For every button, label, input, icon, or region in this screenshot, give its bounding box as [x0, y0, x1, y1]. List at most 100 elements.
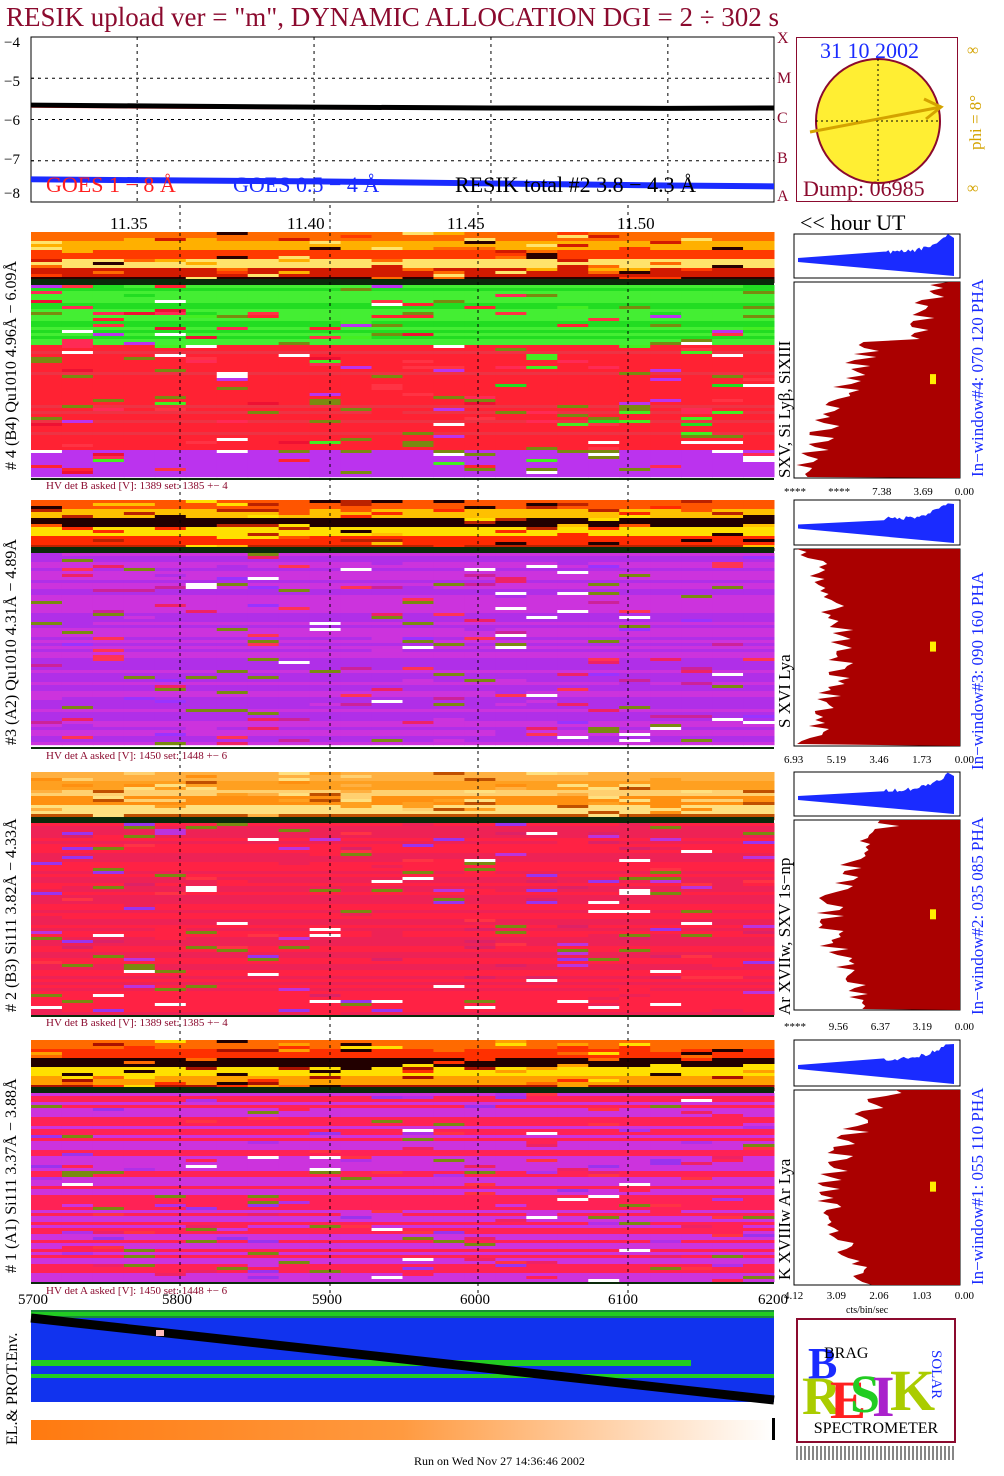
- spectro-cell: [309, 438, 342, 442]
- spectro-cell: [681, 793, 713, 797]
- spectro-cell: [464, 709, 496, 713]
- spectro-cell: [309, 518, 342, 522]
- spectro-cell: [681, 829, 713, 833]
- spectro-cell: [712, 512, 744, 516]
- spectro-cell: [309, 574, 342, 578]
- spectro-cell: [495, 676, 527, 680]
- spectro-cell: [402, 372, 434, 376]
- spectro-cell: [681, 730, 713, 734]
- spectro-cell: [340, 348, 373, 352]
- spectro-cell: [557, 838, 589, 842]
- spectro-cell: [216, 568, 249, 572]
- spectro-cell: [743, 274, 775, 278]
- spectro-cell: [402, 336, 434, 340]
- spectro-cell: [433, 375, 465, 379]
- spectro-cell: [123, 613, 156, 617]
- spectro-cell: [92, 589, 125, 593]
- spectro-cell: [31, 256, 63, 260]
- spectro-cell: [185, 539, 218, 543]
- spectro-cell: [216, 811, 249, 815]
- spectro-cell: [433, 898, 465, 902]
- spectro-cell: [495, 447, 527, 451]
- spectro-cell: [278, 450, 311, 454]
- spectro-cell: [61, 241, 94, 245]
- spectro-cell: [154, 539, 187, 543]
- spectro-cell: [619, 354, 651, 358]
- spectro-cell: [185, 808, 218, 812]
- spectro-cell: [216, 435, 249, 439]
- spectro-cell: [681, 372, 713, 376]
- spectro-cell: [185, 533, 218, 537]
- spectro-cell: [309, 865, 342, 869]
- spectro-cell: [247, 235, 280, 239]
- spectro-cell: [123, 426, 156, 430]
- spectro-cell: [371, 277, 403, 281]
- spectro-cell: [309, 808, 342, 812]
- spectro-cell: [31, 288, 63, 292]
- spectro-cell: [743, 658, 775, 662]
- spectro-cell: [185, 682, 218, 686]
- spectro-cell: [402, 285, 434, 289]
- spectro-cell: [340, 568, 373, 572]
- spectro-cell: [433, 372, 465, 376]
- spectro-cell: [309, 291, 342, 295]
- spectro-cell: [495, 372, 527, 376]
- spectro-cell: [216, 417, 249, 421]
- spectro-cell: [216, 539, 249, 543]
- spectro-cell: [433, 568, 465, 572]
- spectro-cell: [123, 247, 156, 251]
- spectro-cell: [526, 241, 558, 245]
- spectro-cell: [92, 390, 125, 394]
- spectro-cell: [154, 652, 187, 656]
- spectro-cell: [743, 643, 775, 647]
- spectro-cell: [619, 838, 651, 842]
- spectro-cell: [650, 838, 682, 842]
- spectro-cell: [526, 303, 558, 307]
- spectro-cell: [278, 247, 311, 251]
- spectro-cell: [278, 706, 311, 710]
- spectro-cell: [743, 865, 775, 869]
- spectro-cell: [123, 622, 156, 626]
- spectro-cell: [61, 512, 94, 516]
- spectro-cell: [154, 673, 187, 677]
- spectro-cell: [650, 456, 682, 460]
- spectro-cell: [681, 468, 713, 472]
- spectro-cell: [464, 733, 496, 737]
- spectro-cell: [402, 595, 434, 599]
- spectro-cell: [371, 553, 403, 557]
- spectro-cell: [61, 700, 94, 704]
- spectro-cell: [371, 733, 403, 737]
- spectro-cell: [402, 562, 434, 566]
- spectro-cell: [123, 808, 156, 812]
- spectro-cell: [743, 354, 775, 358]
- spectro-cell: [247, 414, 280, 418]
- spectro-cell: [495, 865, 527, 869]
- spectro-cell: [588, 598, 620, 602]
- spectro-cell: [557, 277, 589, 281]
- spectro-cell: [61, 402, 94, 406]
- spectro-cell: [681, 679, 713, 683]
- spectro-cell: [712, 432, 744, 436]
- spectro-cell: [92, 847, 125, 851]
- spectro-cell: [495, 515, 527, 519]
- spectro-cell: [123, 288, 156, 292]
- spectro-cell: [619, 423, 651, 427]
- spectro-cell: [185, 345, 218, 349]
- spectro-cell: [495, 826, 527, 830]
- spectro-cell: [743, 297, 775, 301]
- spectro-cell: [278, 390, 311, 394]
- spectro-cell: [650, 634, 682, 638]
- spectro-cell: [433, 524, 465, 528]
- spectro-cell: [619, 345, 651, 349]
- spectro-cell: [526, 378, 558, 382]
- spectro-cell: [154, 393, 187, 397]
- spectro-cell: [340, 381, 373, 385]
- spectro-cell: [433, 420, 465, 424]
- spectro-cell: [371, 568, 403, 572]
- spectro-cell: [216, 450, 249, 454]
- spectro-cell: [123, 533, 156, 537]
- spectro-cell: [185, 862, 218, 866]
- spectro-cell: [433, 586, 465, 590]
- spectro-cell: [743, 393, 775, 397]
- spectro-cell: [371, 244, 403, 248]
